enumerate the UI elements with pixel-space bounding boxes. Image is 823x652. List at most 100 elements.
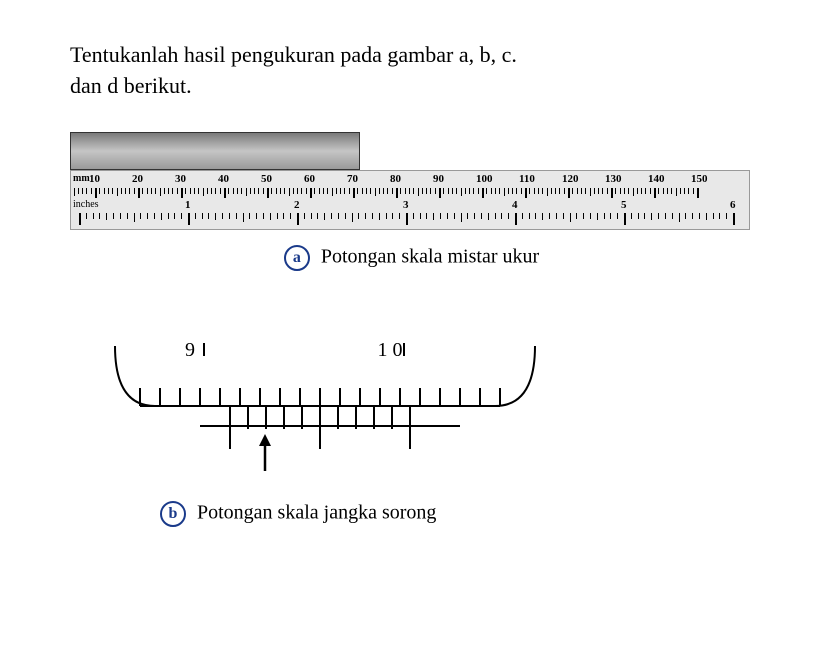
mm-tick [297,188,298,194]
mm-tick [86,188,87,194]
mm-tick [516,188,517,194]
mm-tick [577,188,578,194]
caption-letter-b: b [160,501,186,527]
inch-tick [229,213,230,219]
mm-label: 10 [89,173,100,185]
mm-tick [633,188,635,196]
inch-tick [617,213,618,219]
inch-tick [570,213,572,222]
question-text: Tentukanlah hasil pengukuran pada gambar… [70,40,753,102]
inch-tick [304,213,305,219]
inch-label: 3 [403,199,409,211]
inch-tick [140,213,141,219]
mm-tick [499,188,500,194]
mm-label: 80 [390,173,401,185]
mm-label: 20 [132,173,143,185]
mm-tick [99,188,100,194]
mm-tick [142,188,143,194]
mm-tick [650,188,651,194]
inch-tick [706,213,707,220]
mm-tick [486,188,487,194]
caption-text-a: Potongan skala mistar ukur [321,245,539,267]
inch-tick [168,213,169,219]
mm-tick [306,188,307,194]
mm-tick [658,188,659,194]
inch-tick [440,213,441,219]
inch-tick [392,213,393,219]
caption-a: a Potongan skala mistar ukur [70,245,753,271]
inch-tick [202,213,203,219]
mm-tick [585,188,586,194]
mm-tick [336,188,337,194]
mm-tick [250,188,251,194]
mm-tick [340,188,341,194]
inch-label: 2 [294,199,300,211]
mm-tick [521,188,522,194]
mm-label: 110 [519,173,535,185]
mm-tick [473,188,474,194]
mm-tick [366,188,367,194]
inch-tick [386,213,387,219]
mm-tick [508,188,509,194]
mm-tick [82,188,83,194]
inch-tick [597,213,598,220]
mm-tick [448,188,449,194]
mm-tick [267,188,269,198]
question-line1: Tentukanlah hasil pengukuran pada gambar… [70,42,517,67]
mm-label: 60 [304,173,315,185]
mm-tick [254,188,255,194]
inch-tick [576,213,577,219]
inch-tick [127,213,128,219]
inch-tick [338,213,339,219]
inch-tick [604,213,605,219]
mm-tick [461,188,463,196]
mm-tick [637,188,638,194]
mm-tick [615,188,616,194]
vernier-svg: 91 0 [100,321,600,481]
mm-tick [482,188,484,198]
inch-tick [658,213,659,219]
ruler-body: mm 102030405060708090100110120130140150 … [70,170,750,230]
inch-tick [488,213,489,220]
mm-tick [628,188,629,194]
inch-label: 1 [185,199,191,211]
mm-tick [121,188,122,194]
mm-tick [194,188,195,194]
inch-tick [413,213,414,219]
ruler-diagram: mm 102030405060708090100110120130140150 … [70,132,750,230]
inch-tick [556,213,557,219]
inch-tick [345,213,346,219]
inch-tick [474,213,475,219]
mm-tick [203,188,205,196]
inch-tick [372,213,373,219]
inch-tick [236,213,237,219]
mm-tick [525,188,527,198]
question-line2: dan d berikut. [70,73,192,98]
inch-tick [713,213,714,219]
inch-tick [283,213,284,219]
mm-tick [671,188,672,194]
mm-tick [134,188,135,194]
mm-tick [271,188,272,194]
inch-tick [154,213,155,219]
inch-tick [208,213,209,219]
inch-tick [610,213,611,219]
inch-tick [467,213,468,219]
inch-tick [249,213,250,219]
mm-tick [168,188,169,194]
inch-tick [379,213,380,220]
inch-tick [406,213,408,225]
mm-tick [568,188,570,198]
mm-tick [469,188,470,194]
mm-tick [559,188,560,194]
inch-tick [120,213,121,219]
mm-tick [289,188,291,196]
mm-tick [602,188,603,194]
inch-tick [522,213,523,219]
mm-tick [319,188,320,194]
inch-tick [679,213,681,222]
mm-tick [594,188,595,194]
mm-tick [172,188,173,194]
inch-tick [352,213,354,222]
mm-tick [547,188,549,196]
